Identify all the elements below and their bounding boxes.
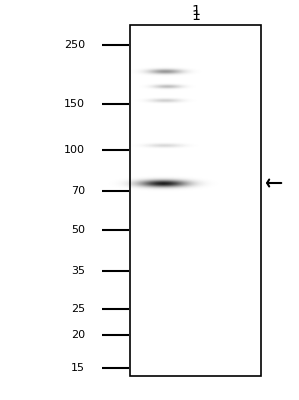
Text: 1: 1 bbox=[191, 4, 200, 18]
Text: 25: 25 bbox=[71, 304, 85, 314]
Text: 250: 250 bbox=[64, 40, 85, 50]
Text: 1: 1 bbox=[191, 8, 200, 22]
Text: 35: 35 bbox=[71, 266, 85, 276]
Text: 150: 150 bbox=[64, 99, 85, 109]
Bar bbox=[130, 25, 261, 376]
Text: 70: 70 bbox=[71, 186, 85, 196]
Text: 50: 50 bbox=[71, 225, 85, 235]
Text: 20: 20 bbox=[71, 330, 85, 340]
Text: 15: 15 bbox=[71, 363, 85, 373]
Text: 100: 100 bbox=[64, 145, 85, 155]
